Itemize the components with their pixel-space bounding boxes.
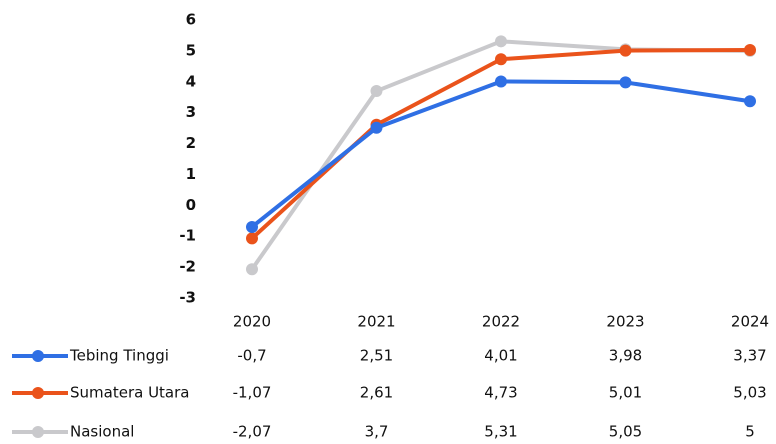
table-cell: 5,01 [609, 384, 642, 402]
y-tick-label: 0 [186, 196, 196, 214]
table-cell: -1,07 [233, 384, 272, 402]
legend-marker [32, 426, 44, 438]
table-cell: 5,05 [609, 423, 642, 441]
x-tick-label: 2020 [233, 313, 271, 331]
table-cell: -0,7 [237, 347, 266, 365]
series-line [250, 79, 751, 229]
table-cell: 5,31 [484, 423, 517, 441]
legend-label: Tebing Tinggi [69, 347, 169, 365]
point [246, 263, 258, 276]
table-cell: 2,51 [360, 347, 393, 365]
table-cell: 4,01 [484, 347, 517, 365]
point [495, 35, 507, 48]
x-tick-label: 2023 [606, 313, 644, 331]
point [495, 75, 507, 88]
point [370, 85, 383, 98]
point [744, 43, 756, 56]
y-tick-label: 4 [186, 72, 196, 90]
point [495, 53, 507, 66]
y-tick-label: 5 [186, 41, 196, 59]
point [619, 44, 632, 57]
table-cell: -2,07 [233, 423, 272, 441]
x-tick-label: 2021 [357, 313, 395, 331]
point [246, 220, 258, 233]
y-tick-label: 3 [186, 103, 196, 121]
legend-marker [32, 350, 44, 362]
point [619, 76, 632, 89]
y-tick-label: 2 [186, 134, 196, 152]
y-tick-label: 1 [186, 165, 196, 183]
point [370, 121, 383, 134]
legend-marker [32, 387, 44, 399]
y-tick-label: -1 [179, 227, 196, 245]
table-cell: 3,7 [365, 423, 389, 441]
table-cell: 5 [745, 423, 755, 441]
y-tick-label: -3 [179, 289, 196, 307]
table-cell: 3,37 [733, 347, 766, 365]
point [744, 95, 756, 108]
x-tick-label: 2024 [731, 313, 769, 331]
x-tick-label: 2022 [482, 313, 520, 331]
y-tick-label: -2 [179, 258, 196, 276]
table-cell: 4,73 [484, 384, 517, 402]
legend-label: Nasional [70, 423, 134, 441]
table-cell: 5,03 [733, 384, 766, 402]
legend-label: Sumatera Utara [70, 384, 189, 402]
table-cell: 3,98 [609, 347, 642, 365]
point [246, 232, 258, 245]
table-cell: 2,61 [360, 384, 393, 402]
y-tick-label: 6 [186, 11, 196, 29]
